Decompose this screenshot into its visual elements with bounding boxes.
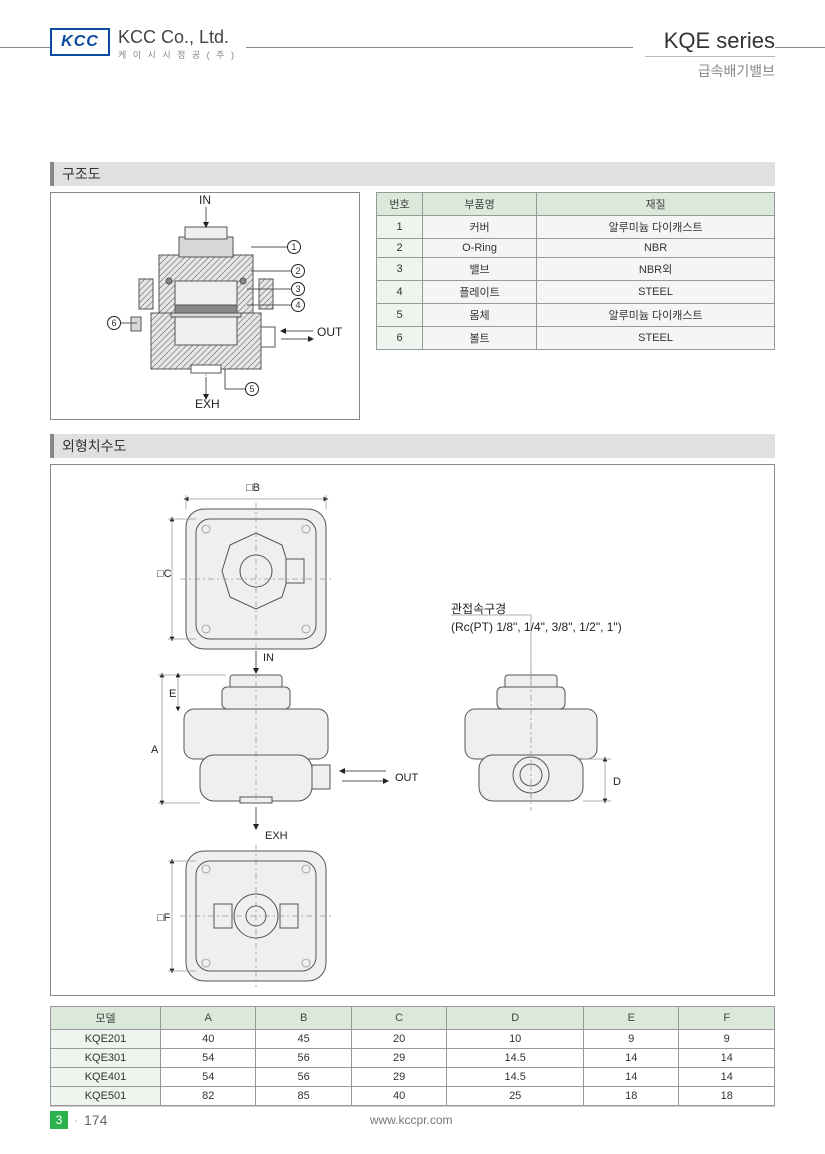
dims-th-d: D [447,1007,584,1030]
dimension-svg: □B □C [51,465,774,995]
series-subtitle: 급속배기밸브 [645,61,775,81]
table-row: 5몸체알루미늄 다이캐스트 [377,304,775,327]
logo-icon: KCC [50,28,110,56]
label-a: A [151,744,159,756]
logo-text: KCC [61,33,99,51]
section-dimensions-title: 외형치수도 [50,434,775,458]
logo-block: KCC KCC Co., Ltd. 케 이 시 시 정 공 ( 주 ) [50,28,246,61]
table-row: KQE501828540251818 [51,1087,775,1106]
dimension-table: 모델 A B C D E F KQE2014045201099 KQE30154… [50,1006,775,1106]
label-in2: IN [263,652,274,664]
dims-th-b: B [256,1007,351,1030]
label-exh: EXH [195,397,220,411]
label-box-f: □F [157,912,171,924]
label-conn-title: 관접속구경 [451,602,506,616]
company-block: KCC Co., Ltd. 케 이 시 시 정 공 ( 주 ) [118,28,236,61]
dot-sep: · [74,1113,78,1127]
parts-th-num: 번호 [377,193,423,216]
company-sub: 케 이 시 시 정 공 ( 주 ) [118,48,236,61]
section-structure-title: 구조도 [50,162,775,186]
page-footer: 3 · 174 www.kccpr.com [50,1106,775,1132]
dims-th-a: A [161,1007,256,1030]
section-dimensions: 외형치수도 [50,434,775,458]
dimension-diagram: □B □C [50,464,775,996]
label-box-c: □C [157,568,172,580]
company-name: KCC Co., Ltd. [118,28,236,46]
page-number-block: 3 · 174 [50,1111,107,1129]
structure-diagram: IN OUT EXH 1 2 3 4 5 6 [50,192,360,420]
callout-2: 2 [291,264,305,278]
series-title: KQE series [645,28,775,54]
label-box-b: □B [246,482,260,494]
dims-th-model: 모델 [51,1007,161,1030]
footer-url: www.kccpr.com [370,1113,453,1127]
label-e: E [169,688,176,700]
callout-1: 1 [287,240,301,254]
structure-svg [51,193,361,421]
dims-th-f: F [679,1007,775,1030]
callout-4: 4 [291,298,305,312]
label-conn-sub: (Rc(PT) 1/8", 1/4", 3/8", 1/2", 1") [451,620,622,634]
parts-th-name: 부품명 [423,193,537,216]
label-in: IN [199,193,211,207]
label-out: OUT [317,325,342,339]
page-number: 174 [84,1112,107,1128]
section-structure: 구조도 [50,162,775,186]
table-row: 6볼트STEEL [377,327,775,350]
dims-th-c: C [351,1007,446,1030]
callout-5: 5 [245,382,259,396]
table-row: 1커버알루미늄 다이캐스트 [377,216,775,239]
dimension-table-wrap: 모델 A B C D E F KQE2014045201099 KQE30154… [50,1006,775,1106]
section-badge: 3 [50,1111,68,1129]
table-row: KQE40154562914.51414 [51,1068,775,1087]
table-row: 4플레이트STEEL [377,281,775,304]
label-exh2: EXH [265,830,288,842]
callout-6: 6 [107,316,121,330]
parts-table-wrap: 번호 부품명 재질 1커버알루미늄 다이캐스트 2O-RingNBR 3밸브NB… [376,192,775,420]
series-block: KQE series 급속배기밸브 [633,28,775,81]
dims-th-e: E [584,1007,679,1030]
structure-row: IN OUT EXH 1 2 3 4 5 6 번호 부품명 재질 1커버알루미늄… [50,192,775,420]
table-row: KQE30154562914.51414 [51,1049,775,1068]
table-row: 3밸브NBR외 [377,258,775,281]
label-out2: OUT [395,772,419,784]
callout-3: 3 [291,282,305,296]
parts-table: 번호 부품명 재질 1커버알루미늄 다이캐스트 2O-RingNBR 3밸브NB… [376,192,775,350]
table-row: 2O-RingNBR [377,239,775,258]
page-header: KCC KCC Co., Ltd. 케 이 시 시 정 공 ( 주 ) KQE … [50,28,775,72]
parts-th-mat: 재질 [537,193,775,216]
label-d: D [613,776,621,788]
series-subline [645,56,775,57]
table-row: KQE2014045201099 [51,1030,775,1049]
